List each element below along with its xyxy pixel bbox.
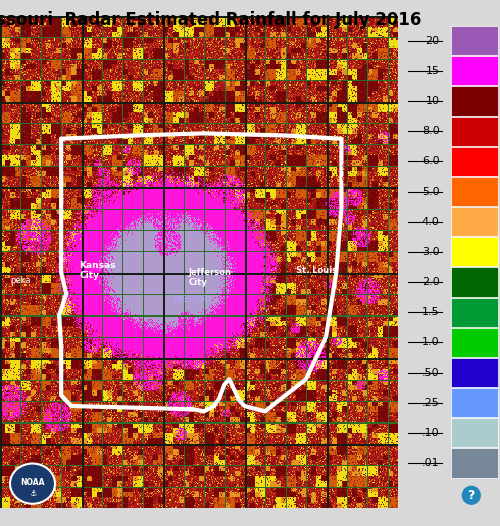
FancyBboxPatch shape (451, 358, 498, 387)
Text: 5.0: 5.0 (422, 187, 440, 197)
Text: 4.0: 4.0 (422, 217, 440, 227)
FancyBboxPatch shape (451, 237, 498, 267)
Text: peka: peka (10, 276, 30, 285)
FancyBboxPatch shape (451, 147, 498, 176)
Text: Missouri  Radar Estimated Rainfall for July 2016: Missouri Radar Estimated Rainfall for Ju… (0, 11, 421, 28)
Text: 8.0: 8.0 (422, 126, 440, 136)
Text: .01: .01 (422, 458, 440, 468)
Text: 10: 10 (426, 96, 440, 106)
Text: MISSOURI: MISSOURI (174, 295, 210, 305)
Text: 1.0: 1.0 (422, 337, 440, 347)
FancyBboxPatch shape (451, 86, 498, 116)
Text: Kansas
City: Kansas City (80, 260, 116, 280)
Text: NOAA: NOAA (20, 478, 45, 487)
Circle shape (10, 463, 55, 504)
FancyBboxPatch shape (451, 448, 498, 478)
Text: St. Louis: St. Louis (296, 266, 337, 275)
Text: 20: 20 (426, 36, 440, 46)
Text: ?: ? (468, 489, 475, 502)
Text: Jefferson
City: Jefferson City (188, 268, 232, 287)
Text: 6.0: 6.0 (422, 156, 440, 166)
Text: 2.0: 2.0 (422, 277, 440, 287)
FancyBboxPatch shape (451, 177, 498, 206)
Text: 1.5: 1.5 (422, 307, 440, 317)
Text: .10: .10 (422, 428, 440, 438)
FancyBboxPatch shape (451, 267, 498, 297)
FancyBboxPatch shape (451, 207, 498, 236)
FancyBboxPatch shape (451, 26, 498, 55)
FancyBboxPatch shape (451, 388, 498, 417)
FancyBboxPatch shape (451, 117, 498, 146)
Text: .50: .50 (422, 368, 440, 378)
Text: .25: .25 (422, 398, 440, 408)
FancyBboxPatch shape (451, 298, 498, 327)
Text: 3.0: 3.0 (422, 247, 440, 257)
FancyBboxPatch shape (451, 56, 498, 85)
Text: 15: 15 (426, 66, 440, 76)
FancyBboxPatch shape (451, 418, 498, 448)
FancyBboxPatch shape (451, 328, 498, 357)
Text: Sprin-
gfield: Sprin- gfield (342, 164, 364, 184)
Text: ⚓: ⚓ (29, 489, 36, 498)
